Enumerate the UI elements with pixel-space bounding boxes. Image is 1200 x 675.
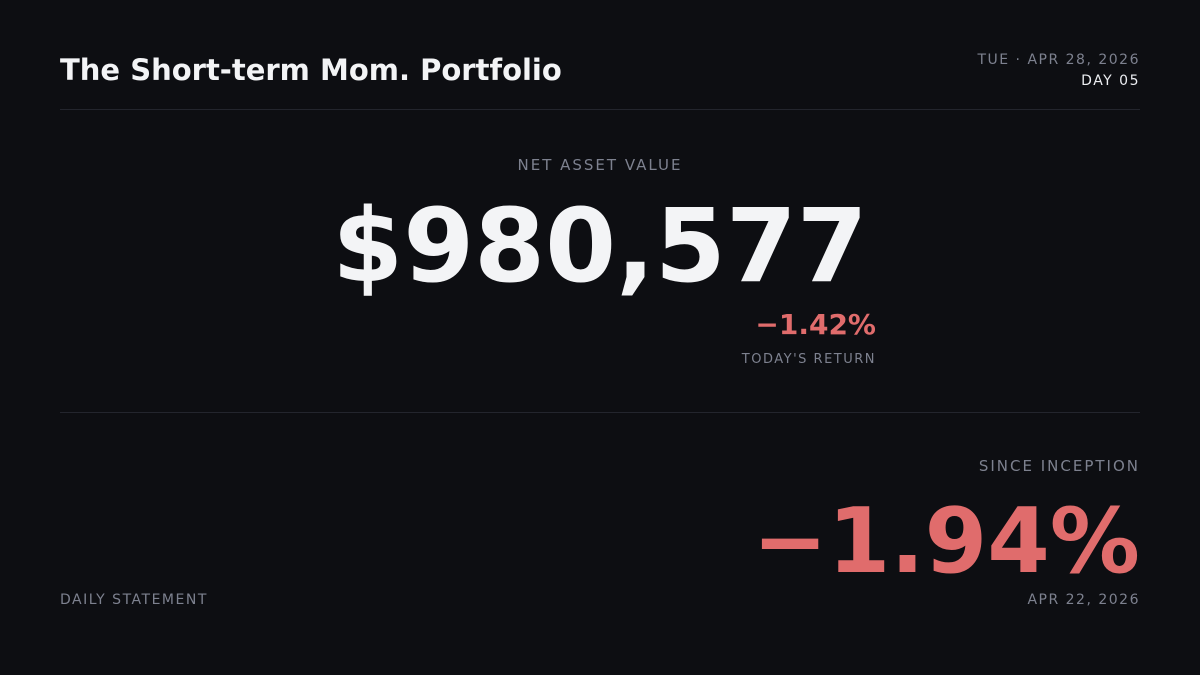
divider [60,109,1140,110]
divider [60,412,1140,413]
nav-label: NET ASSET VALUE [517,156,683,174]
daily-return: −1.42% [755,308,876,341]
footer-label: DAILY STATEMENT [60,592,208,608]
inception-label: SINCE INCEPTION [978,457,1140,475]
inception-value: −1.94% [752,489,1140,594]
day: DAY 05 [1081,73,1140,89]
title: The Short-term Mom. Portfolio [60,53,562,87]
date: TUE · APR 28, 2026 [977,52,1140,68]
daily-return-label: TODAY'S RETURN [741,352,876,367]
nav-value: $980,577 [332,187,868,306]
inception-date: APR 22, 2026 [1027,592,1140,608]
